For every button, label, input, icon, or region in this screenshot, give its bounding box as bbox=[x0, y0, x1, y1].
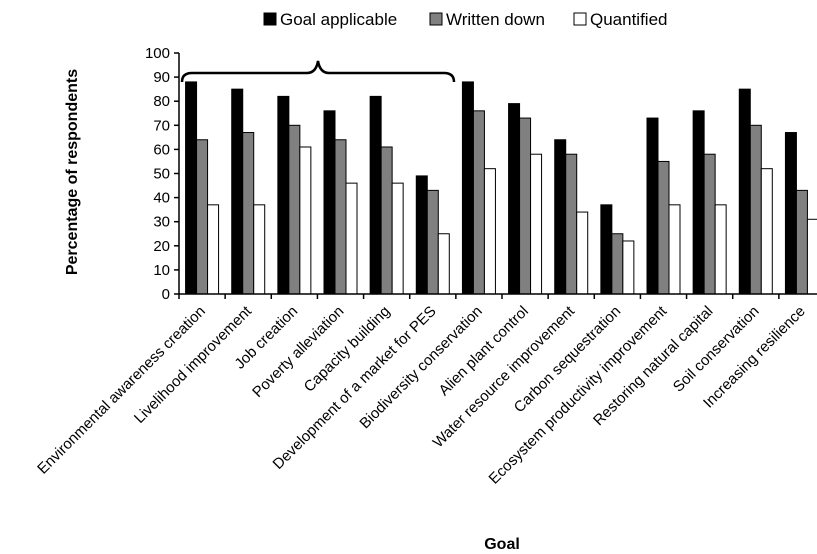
bar-quantified bbox=[299, 146, 312, 295]
category-label: Environmental awareness creation bbox=[34, 303, 209, 478]
bar-goal-applicable bbox=[784, 132, 797, 295]
bar-goal-applicable bbox=[461, 81, 474, 295]
bar-quantified bbox=[391, 182, 404, 295]
bar-written-down bbox=[703, 153, 716, 295]
y-tick-label: 100 bbox=[145, 45, 170, 62]
bar-goal-applicable bbox=[692, 110, 705, 295]
bar-quantified bbox=[253, 204, 266, 295]
bar-goal-applicable bbox=[185, 81, 198, 295]
bar-written-down bbox=[795, 189, 808, 295]
legend-label: Goal applicable bbox=[280, 10, 397, 29]
legend-label: Quantified bbox=[590, 10, 668, 29]
y-axis-title: Percentage of respondents bbox=[64, 69, 81, 275]
bar-written-down bbox=[472, 110, 485, 295]
bar-written-down bbox=[380, 146, 393, 295]
bar-written-down bbox=[519, 117, 532, 295]
y-tick-label: 10 bbox=[153, 262, 170, 279]
bar-quantified bbox=[345, 182, 358, 295]
bar-written-down bbox=[749, 124, 762, 295]
bar-quantified bbox=[714, 204, 727, 295]
bar-goal-applicable bbox=[554, 139, 567, 295]
y-tick-label: 40 bbox=[153, 190, 170, 207]
bar-written-down bbox=[334, 139, 347, 295]
bar-goal-applicable bbox=[277, 95, 290, 295]
bar-goal-applicable bbox=[369, 95, 382, 295]
bar-written-down bbox=[242, 132, 255, 295]
bar-goal-applicable bbox=[323, 110, 336, 295]
legend-swatch bbox=[573, 12, 587, 26]
bar-written-down bbox=[565, 153, 578, 295]
bar-written-down bbox=[288, 124, 301, 295]
y-tick-label: 60 bbox=[153, 141, 170, 158]
bar-written-down bbox=[426, 189, 439, 295]
bar-quantified bbox=[207, 204, 220, 295]
bar-quantified bbox=[806, 218, 817, 295]
y-tick-label: 20 bbox=[153, 238, 170, 255]
legend-label: Written down bbox=[446, 10, 545, 29]
y-axis-ticks: 0 10 20 30 40 50 60 70 80 90 100 bbox=[145, 45, 179, 303]
bar-written-down bbox=[196, 139, 209, 295]
bar-goal-applicable bbox=[415, 175, 428, 295]
legend-swatch bbox=[263, 12, 277, 26]
bar-goal-applicable bbox=[231, 88, 244, 295]
axes bbox=[178, 53, 817, 299]
y-tick-label: 90 bbox=[153, 69, 170, 86]
bar-quantified bbox=[622, 240, 635, 295]
category-label: Capacity building bbox=[301, 303, 394, 396]
bar-quantified bbox=[530, 153, 543, 295]
y-tick-label: 30 bbox=[153, 214, 170, 231]
legend-swatch bbox=[429, 12, 443, 26]
y-tick-label: 50 bbox=[153, 166, 170, 183]
x-axis-title: Goal bbox=[484, 536, 520, 553]
bar-goal-applicable bbox=[646, 117, 659, 295]
y-tick-label: 80 bbox=[153, 93, 170, 110]
bar-quantified bbox=[576, 211, 589, 295]
x-axis-category-labels: Environmental awareness creationLiveliho… bbox=[34, 302, 809, 487]
grouping-brace bbox=[180, 60, 456, 83]
bar-quantified bbox=[483, 168, 496, 295]
bar-quantified bbox=[437, 233, 450, 295]
bar-quantified bbox=[668, 204, 681, 295]
bar-goal-applicable bbox=[508, 103, 521, 295]
bar-goal-applicable bbox=[600, 204, 613, 295]
y-tick-label: 0 bbox=[162, 286, 170, 303]
bar-quantified bbox=[760, 168, 773, 295]
bar-written-down bbox=[657, 160, 670, 295]
y-tick-label: 70 bbox=[153, 117, 170, 134]
bar-written-down bbox=[611, 233, 624, 295]
legend: Goal applicable Written down Quantified bbox=[263, 10, 668, 29]
bars bbox=[185, 81, 817, 295]
category-label: Soil conservation bbox=[670, 303, 763, 396]
bar-goal-applicable bbox=[738, 88, 751, 295]
